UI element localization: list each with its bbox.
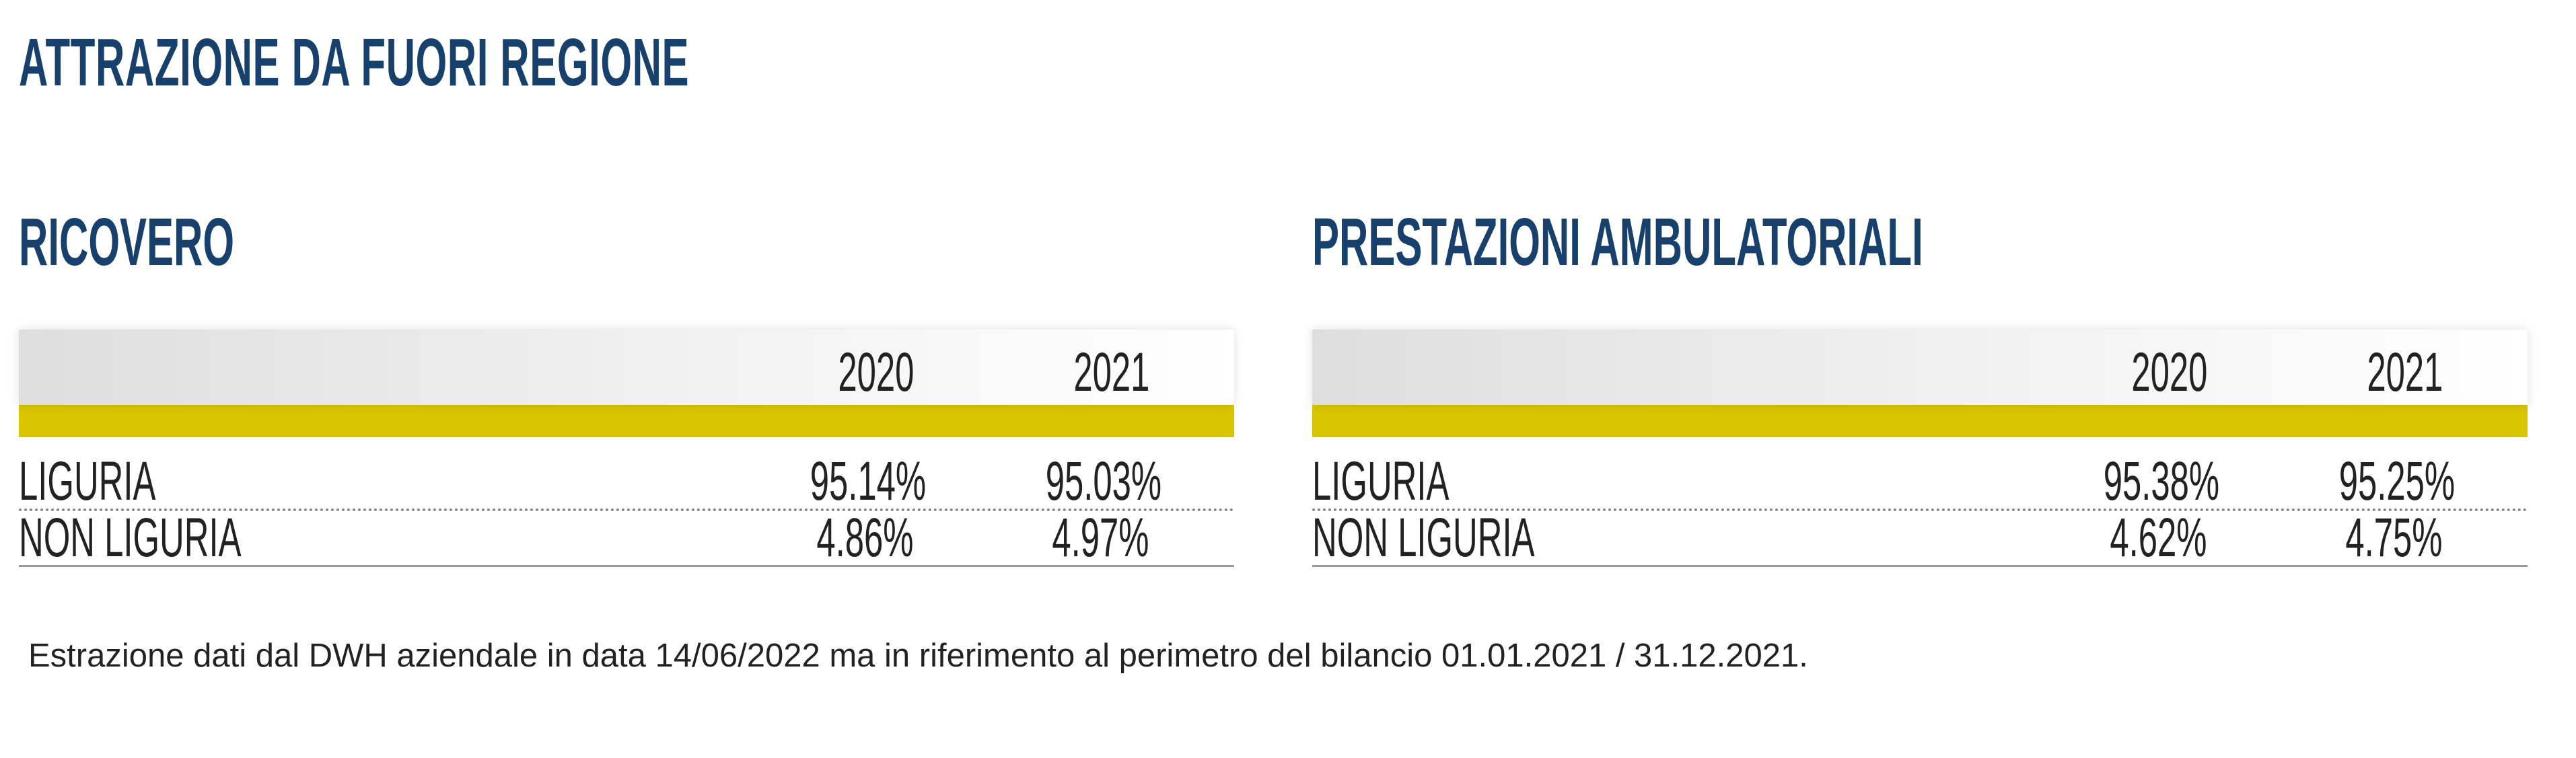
cell-2021: 95.03% bbox=[1045, 451, 1162, 512]
column-header-2020: 2020 bbox=[2131, 342, 2207, 403]
header-accent-bar bbox=[1312, 405, 2528, 437]
cell-2021: 95.25% bbox=[2338, 451, 2456, 512]
table-header: 2020 2021 bbox=[1312, 330, 2528, 405]
column-header-2020: 2020 bbox=[837, 342, 914, 403]
header-accent-bar bbox=[19, 405, 1234, 437]
cell-2021: 4.75% bbox=[2345, 507, 2443, 568]
row-label: NON LIGURIA bbox=[1312, 507, 1535, 568]
section-title-ricovero: RICOVERO bbox=[19, 204, 235, 280]
cell-2020: 95.38% bbox=[2103, 451, 2220, 512]
row-label: NON LIGURIA bbox=[19, 507, 242, 568]
column-header-2021: 2021 bbox=[1073, 342, 1149, 403]
table-body: LIGURIA 95.14% 95.03% NON LIGURIA 4.86% … bbox=[19, 451, 1234, 568]
footnote: Estrazione dati dal DWH aziendale in dat… bbox=[28, 638, 1808, 674]
prestazioni-table: 2020 2021 LIGURIA 95.38% 95.25% NON LIGU… bbox=[1312, 330, 2528, 567]
ricovero-table: 2020 2021 LIGURIA 95.14% 95.03% NON LIGU… bbox=[19, 330, 1234, 567]
table-row: LIGURIA 95.14% 95.03% bbox=[19, 451, 1234, 512]
row-label: LIGURIA bbox=[19, 451, 156, 512]
cell-2020: 4.86% bbox=[816, 507, 914, 568]
table-row: NON LIGURIA 4.62% 4.75% bbox=[1312, 507, 2528, 568]
column-header-2021: 2021 bbox=[2366, 342, 2443, 403]
row-label: LIGURIA bbox=[1312, 451, 1450, 512]
table-header: 2020 2021 bbox=[19, 330, 1234, 405]
section-title-prestazioni: PRESTAZIONI AMBULATORIALI bbox=[1312, 204, 1923, 280]
cell-2020: 4.62% bbox=[2110, 507, 2207, 568]
cell-2021: 4.97% bbox=[1052, 507, 1149, 568]
table-row: NON LIGURIA 4.86% 4.97% bbox=[19, 507, 1234, 568]
cell-2020: 95.14% bbox=[810, 451, 927, 512]
table-row: LIGURIA 95.38% 95.25% bbox=[1312, 451, 2528, 512]
table-body: LIGURIA 95.38% 95.25% NON LIGURIA 4.62% … bbox=[1312, 451, 2528, 568]
page-title: ATTRAZIONE DA FUORI REGIONE bbox=[19, 25, 690, 100]
